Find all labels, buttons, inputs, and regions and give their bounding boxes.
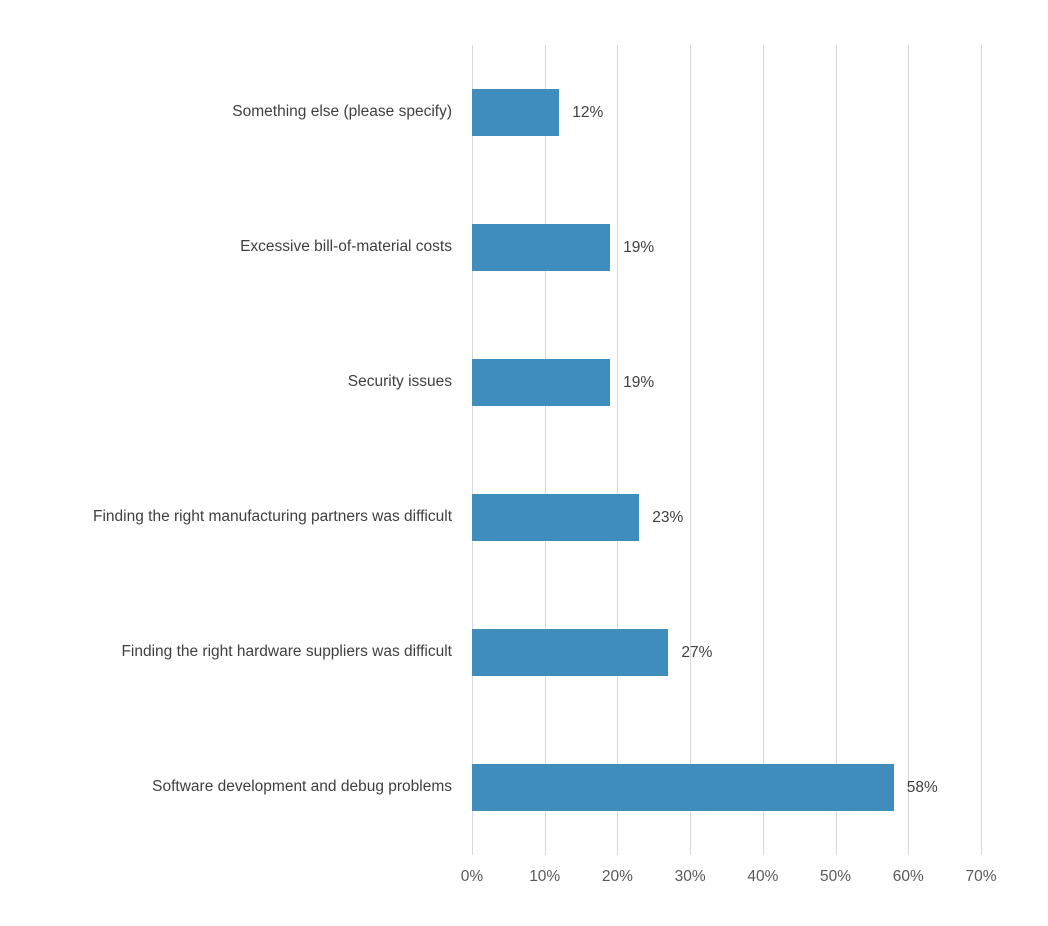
x-tick-label: 50% xyxy=(820,868,852,885)
value-label: 58% xyxy=(906,778,938,796)
value-label: 19% xyxy=(623,238,655,256)
bar xyxy=(472,224,611,271)
category-label-wrap: Something else (please specify) xyxy=(0,45,452,180)
bar xyxy=(472,89,560,136)
x-tick-label: 0% xyxy=(460,868,484,885)
category-label: Software development and debug problems xyxy=(152,778,452,796)
category-label: Excessive bill-of-material costs xyxy=(240,238,452,256)
value-label: 23% xyxy=(652,508,684,526)
bar xyxy=(472,629,669,676)
gridline-40% xyxy=(762,45,764,855)
bar-row: Excessive bill-of-material costs 19% xyxy=(0,180,1048,315)
bar-row: Security issues 19% xyxy=(0,315,1048,450)
category-label-wrap: Finding the right hardware suppliers was… xyxy=(0,585,452,720)
category-label-wrap: Finding the right manufacturing partners… xyxy=(0,450,452,585)
category-label-wrap: Software development and debug problems xyxy=(0,720,452,855)
category-label: Something else (please specify) xyxy=(232,103,452,121)
x-tick-label: 60% xyxy=(892,868,924,885)
gridline-30% xyxy=(690,45,692,855)
value-label: 12% xyxy=(572,103,604,121)
bar xyxy=(472,764,894,811)
bar-row: Something else (please specify) 12% xyxy=(0,45,1048,180)
x-tick-label: 70% xyxy=(965,868,997,885)
gridline-10% xyxy=(544,45,546,855)
gridline-50% xyxy=(835,45,837,855)
bar-row: Software development and debug problems 5… xyxy=(0,720,1048,855)
x-tick-label: 10% xyxy=(529,868,561,885)
x-tick-label: 40% xyxy=(747,868,779,885)
category-label-wrap: Excessive bill-of-material costs xyxy=(0,180,452,315)
gridline-0% xyxy=(472,45,473,855)
gridline-20% xyxy=(617,45,619,855)
x-tick-label: 20% xyxy=(601,868,633,885)
bar xyxy=(472,359,611,406)
category-label: Security issues xyxy=(347,373,452,391)
gridline-60% xyxy=(908,45,910,855)
bar xyxy=(472,494,640,541)
category-label: Finding the right manufacturing partners… xyxy=(93,508,452,526)
category-label-wrap: Security issues xyxy=(0,315,452,450)
category-label: Finding the right hardware suppliers was… xyxy=(121,643,452,661)
bar-row: Finding the right manufacturing partners… xyxy=(0,450,1048,585)
value-label: 19% xyxy=(623,373,655,391)
value-label: 27% xyxy=(681,643,713,661)
x-tick-label: 30% xyxy=(674,868,706,885)
gridline-70% xyxy=(981,45,982,855)
bar-row: Finding the right hardware suppliers was… xyxy=(0,585,1048,720)
